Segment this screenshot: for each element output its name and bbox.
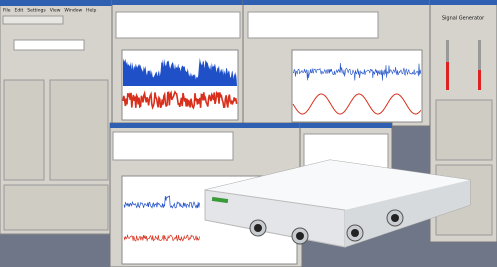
panel-title: Signal Generator bbox=[442, 16, 485, 22]
scope-window bbox=[243, 0, 431, 126]
bnc-core bbox=[351, 229, 359, 237]
input-box bbox=[14, 40, 84, 50]
title-bar bbox=[0, 0, 113, 6]
menu-item: File bbox=[3, 8, 11, 14]
measurement-table bbox=[248, 12, 378, 38]
title-bar bbox=[112, 0, 244, 5]
slider-level bbox=[446, 62, 449, 90]
measurement-table bbox=[113, 132, 233, 160]
scene: File EditSettings ViewWindow Help Signal Ge… bbox=[0, 0, 497, 267]
bnc-core bbox=[391, 214, 399, 222]
menu-item: View bbox=[50, 8, 61, 14]
group-box bbox=[50, 80, 108, 180]
bnc-core bbox=[254, 224, 262, 232]
title-bar bbox=[243, 0, 431, 5]
page: File EditSettings ViewWindow Help Signal Ge… bbox=[0, 0, 497, 267]
menu-item: Settings bbox=[27, 8, 46, 14]
group-box bbox=[436, 100, 492, 160]
slider-level bbox=[478, 70, 481, 90]
group-box bbox=[4, 80, 44, 180]
scope-window bbox=[112, 0, 244, 126]
menu-item: Edit bbox=[15, 8, 24, 14]
title-bar bbox=[300, 123, 392, 128]
measurement-table bbox=[116, 12, 240, 38]
title-bar bbox=[110, 123, 302, 128]
menu-item: Window bbox=[64, 8, 82, 14]
title-bar bbox=[430, 0, 497, 5]
toolbar bbox=[3, 16, 63, 24]
group-box bbox=[4, 185, 108, 230]
plot-area bbox=[292, 50, 422, 122]
bnc-core bbox=[296, 232, 304, 240]
menu-item: Help bbox=[86, 8, 96, 14]
